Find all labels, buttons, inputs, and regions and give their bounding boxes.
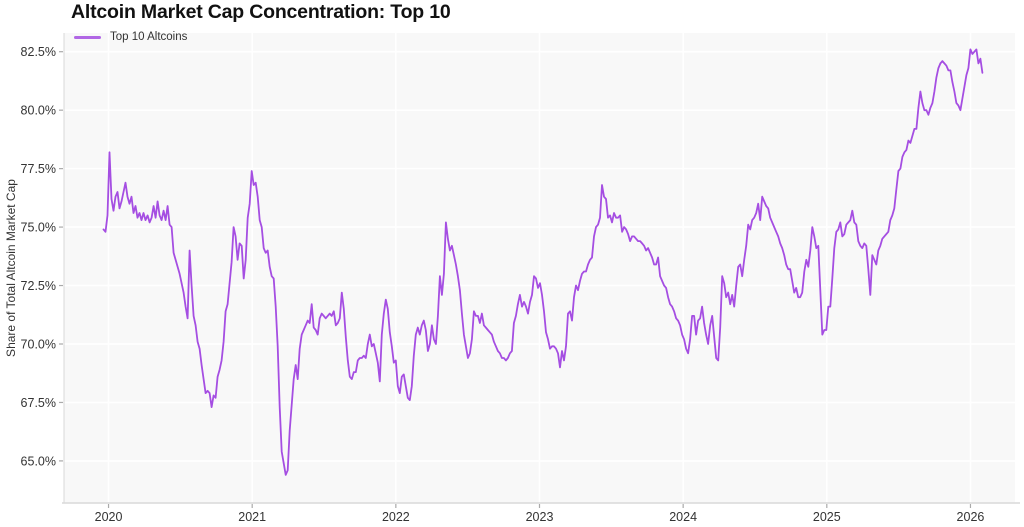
- x-axis-tick-labels: 2020 2021 2022 2023 2024 2025 2026: [95, 510, 985, 524]
- svg-text:2022: 2022: [382, 510, 410, 524]
- svg-text:2021: 2021: [238, 510, 266, 524]
- svg-text:65.0%: 65.0%: [21, 454, 56, 468]
- svg-text:2025: 2025: [813, 510, 841, 524]
- top10-altcoins-series-line: [102, 48, 984, 476]
- svg-text:67.5%: 67.5%: [21, 396, 56, 410]
- svg-text:2024: 2024: [669, 510, 697, 524]
- svg-text:2020: 2020: [95, 510, 123, 524]
- legend-line-swatch: [74, 35, 101, 39]
- chart-title: Altcoin Market Cap Concentration: Top 10: [71, 1, 451, 23]
- svg-text:2026: 2026: [957, 510, 985, 524]
- svg-text:80.0%: 80.0%: [21, 104, 56, 118]
- legend: Top 10 Altcoins: [74, 31, 187, 43]
- svg-text:75.0%: 75.0%: [21, 221, 56, 235]
- legend-series-label: Top 10 Altcoins: [110, 31, 188, 43]
- y-axis-title: Share of Total Altcoin Market Cap: [4, 179, 18, 357]
- svg-text:2023: 2023: [526, 510, 554, 524]
- svg-text:72.5%: 72.5%: [21, 279, 56, 293]
- y-axis-tick-labels: 65.0% 67.5% 70.0% 72.5% 75.0% 77.5% 80.0% 82.5%: [21, 45, 56, 468]
- svg-text:82.5%: 82.5%: [21, 45, 56, 59]
- axis-tick-marks: [59, 51, 972, 508]
- svg-text:77.5%: 77.5%: [21, 162, 56, 176]
- svg-text:70.0%: 70.0%: [21, 337, 56, 351]
- vertical-gridlines: [107, 33, 972, 503]
- axis-lines: [62, 33, 1020, 504]
